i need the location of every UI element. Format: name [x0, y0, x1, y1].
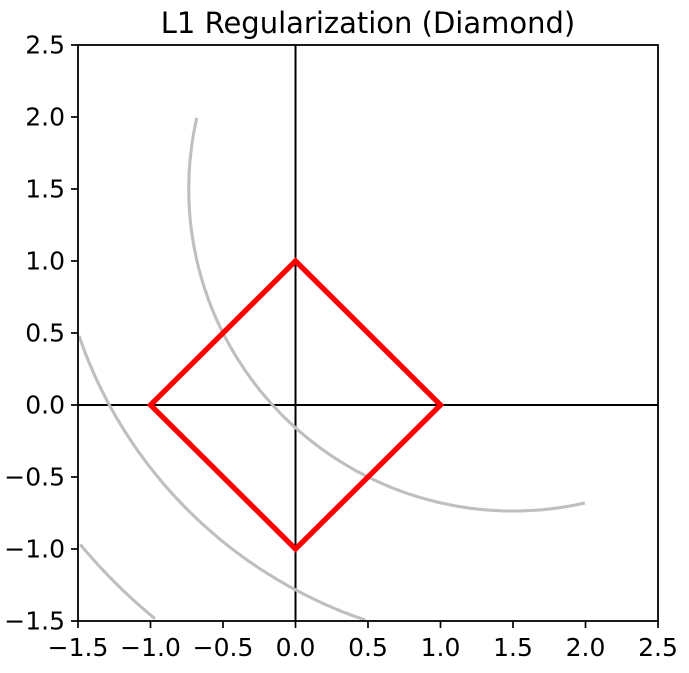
x-tick-label: 0.5	[348, 633, 388, 662]
y-tick-label: 2.0	[25, 103, 65, 132]
x-tick-label: 1.0	[421, 633, 461, 662]
chart-title: L1 Regularization (Diamond)	[160, 6, 576, 40]
l1-constraint-diamond	[146, 257, 445, 553]
y-tick-label: −0.5	[4, 463, 65, 492]
x-tick-label: −1.0	[120, 633, 181, 662]
x-tick-label: −1.5	[48, 633, 109, 662]
x-tick-label: 1.5	[493, 633, 533, 662]
loss-contour-arc	[187, 117, 586, 513]
loss-contour-arc	[79, 543, 156, 620]
y-tick-label: 0.0	[25, 391, 65, 420]
x-tick-label: 0.0	[276, 633, 316, 662]
y-tick-label: 1.5	[25, 175, 65, 204]
y-tick-label: 1.0	[25, 247, 65, 276]
y-tick-label: 2.5	[25, 31, 65, 60]
x-tick-label: 2.0	[566, 633, 606, 662]
x-tick-label: −0.5	[193, 633, 254, 662]
loss-contour-arc	[77, 335, 366, 622]
y-tick-label: −1.0	[4, 535, 65, 564]
y-tick-label: 0.5	[25, 319, 65, 348]
y-tick-label: −1.5	[4, 607, 65, 636]
x-tick-label: 2.5	[638, 633, 678, 662]
